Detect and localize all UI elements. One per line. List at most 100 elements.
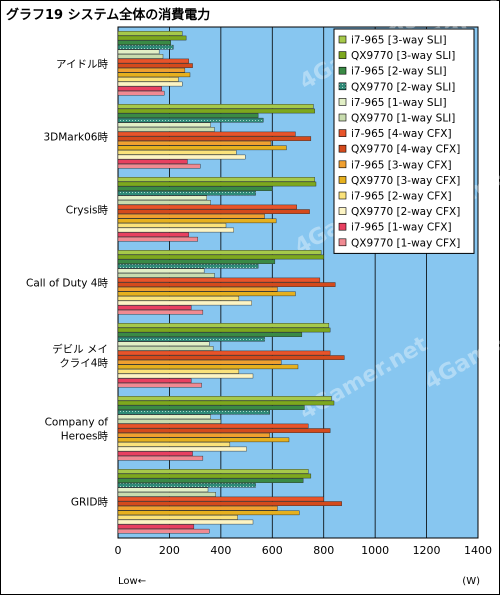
bar (117, 104, 314, 109)
x-tick-label: 1400 (464, 544, 492, 557)
category-label: Heroes時 (61, 431, 109, 443)
bar (117, 58, 189, 64)
x-axis-ticks: 0 200 400 600 800 1000 1200 1400 Low← (W) (115, 544, 493, 587)
bar (117, 31, 183, 36)
legend-swatch (338, 98, 347, 106)
bar (117, 309, 204, 315)
bar (117, 49, 160, 55)
bar (117, 501, 342, 506)
bar (117, 54, 164, 59)
bar (117, 451, 193, 456)
bar (117, 510, 300, 516)
bar (117, 473, 312, 479)
chart-title: グラフ19 システム全体の消費電力 (6, 8, 211, 23)
legend-swatch (338, 113, 347, 122)
legend-label: i7-965 [3-way SLI] (351, 35, 447, 47)
x-tick-label: 800 (313, 544, 334, 557)
bar (117, 355, 345, 360)
category-label: Crysis時 (66, 205, 109, 217)
bar (117, 273, 215, 278)
bar (117, 469, 309, 474)
bar (117, 359, 282, 365)
legend-swatch (338, 222, 347, 231)
bar (117, 127, 215, 132)
bar (117, 414, 211, 420)
bar (117, 254, 324, 260)
bar (117, 186, 273, 191)
bar (117, 227, 234, 233)
bar (117, 113, 259, 118)
bar (117, 496, 324, 502)
legend-label: i7-965 [1-way SLI] (351, 97, 447, 109)
bar (117, 346, 214, 351)
legend-swatch (338, 160, 347, 169)
category-labels: アイドル時 3DMark06時 Crysis時 Call of Duty 4時デビル … (26, 59, 108, 509)
bar (117, 409, 270, 415)
bar (117, 77, 179, 82)
bar (117, 364, 299, 370)
legend-swatch (338, 66, 347, 75)
legend-label: QX9770 [4-way CFX] (351, 144, 460, 156)
bar (117, 300, 252, 306)
legend-label: QX9770 [1-way SLI] (351, 113, 455, 125)
bar (117, 396, 332, 401)
bar (117, 108, 315, 114)
category-label: 3DMark06時 (43, 132, 108, 144)
bar (117, 44, 174, 50)
bar (117, 40, 171, 45)
bar (117, 432, 270, 438)
bar (117, 136, 312, 141)
legend-label: QX9770 [2-way SLI] (351, 81, 455, 93)
bar (117, 428, 331, 433)
bar (117, 323, 330, 328)
bar (117, 122, 211, 128)
bar (117, 419, 222, 424)
bar (117, 117, 264, 123)
bar (117, 213, 265, 219)
bar (117, 268, 205, 274)
bar (117, 519, 254, 525)
bar (117, 72, 191, 78)
bar (117, 455, 204, 461)
legend-label: QX9770 [1-way CFX] (351, 237, 460, 249)
bar (117, 218, 277, 224)
category-label: Company of (45, 417, 109, 429)
bar (117, 505, 278, 511)
legend-label: i7-965 [3-way CFX] (351, 159, 452, 171)
category-label: アイドル時 (56, 59, 108, 71)
bar (117, 181, 317, 187)
legend-swatch (338, 191, 347, 200)
bars-layer (117, 31, 345, 534)
legend-swatch (338, 238, 347, 247)
bar (117, 232, 189, 237)
x-tick-label: 200 (159, 544, 180, 557)
bar (117, 195, 207, 201)
bar (117, 223, 227, 228)
bar (117, 209, 310, 214)
bar (117, 437, 290, 443)
bar (117, 327, 331, 333)
bar (117, 236, 198, 242)
x-tick-label: 1000 (361, 544, 389, 557)
bar (117, 487, 209, 493)
bar (117, 90, 165, 96)
x-tick-label: 400 (210, 544, 231, 557)
bar (117, 86, 162, 91)
bar (117, 250, 322, 255)
bar (117, 336, 265, 342)
legend-label: i7-965 [1-way CFX] (351, 222, 452, 234)
legend-label: i7-965 [2-way SLI] (351, 66, 447, 78)
x-unit-label: (W) (462, 576, 480, 587)
category-label: Call of Duty 4時 (26, 278, 108, 290)
bar (117, 305, 192, 310)
bar (117, 378, 192, 383)
x-tick-label: 600 (262, 544, 283, 557)
bar (117, 35, 187, 41)
bar (117, 369, 240, 374)
bar (117, 373, 254, 379)
bar (117, 150, 237, 155)
bar (117, 200, 211, 205)
bar (117, 277, 321, 283)
bar (117, 423, 309, 429)
